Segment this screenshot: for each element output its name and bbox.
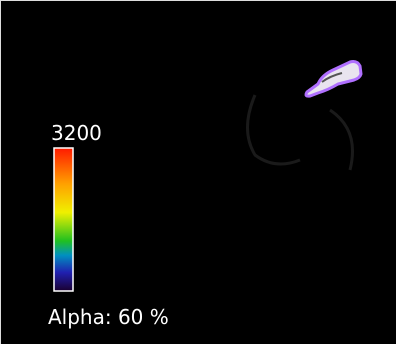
colorbar — [54, 148, 73, 291]
alpha-label: Alpha: 60 % — [48, 305, 169, 329]
viewer: 3200 Alpha: 60 % — [0, 0, 396, 344]
colorbar-max-label: 3200 — [51, 121, 102, 145]
